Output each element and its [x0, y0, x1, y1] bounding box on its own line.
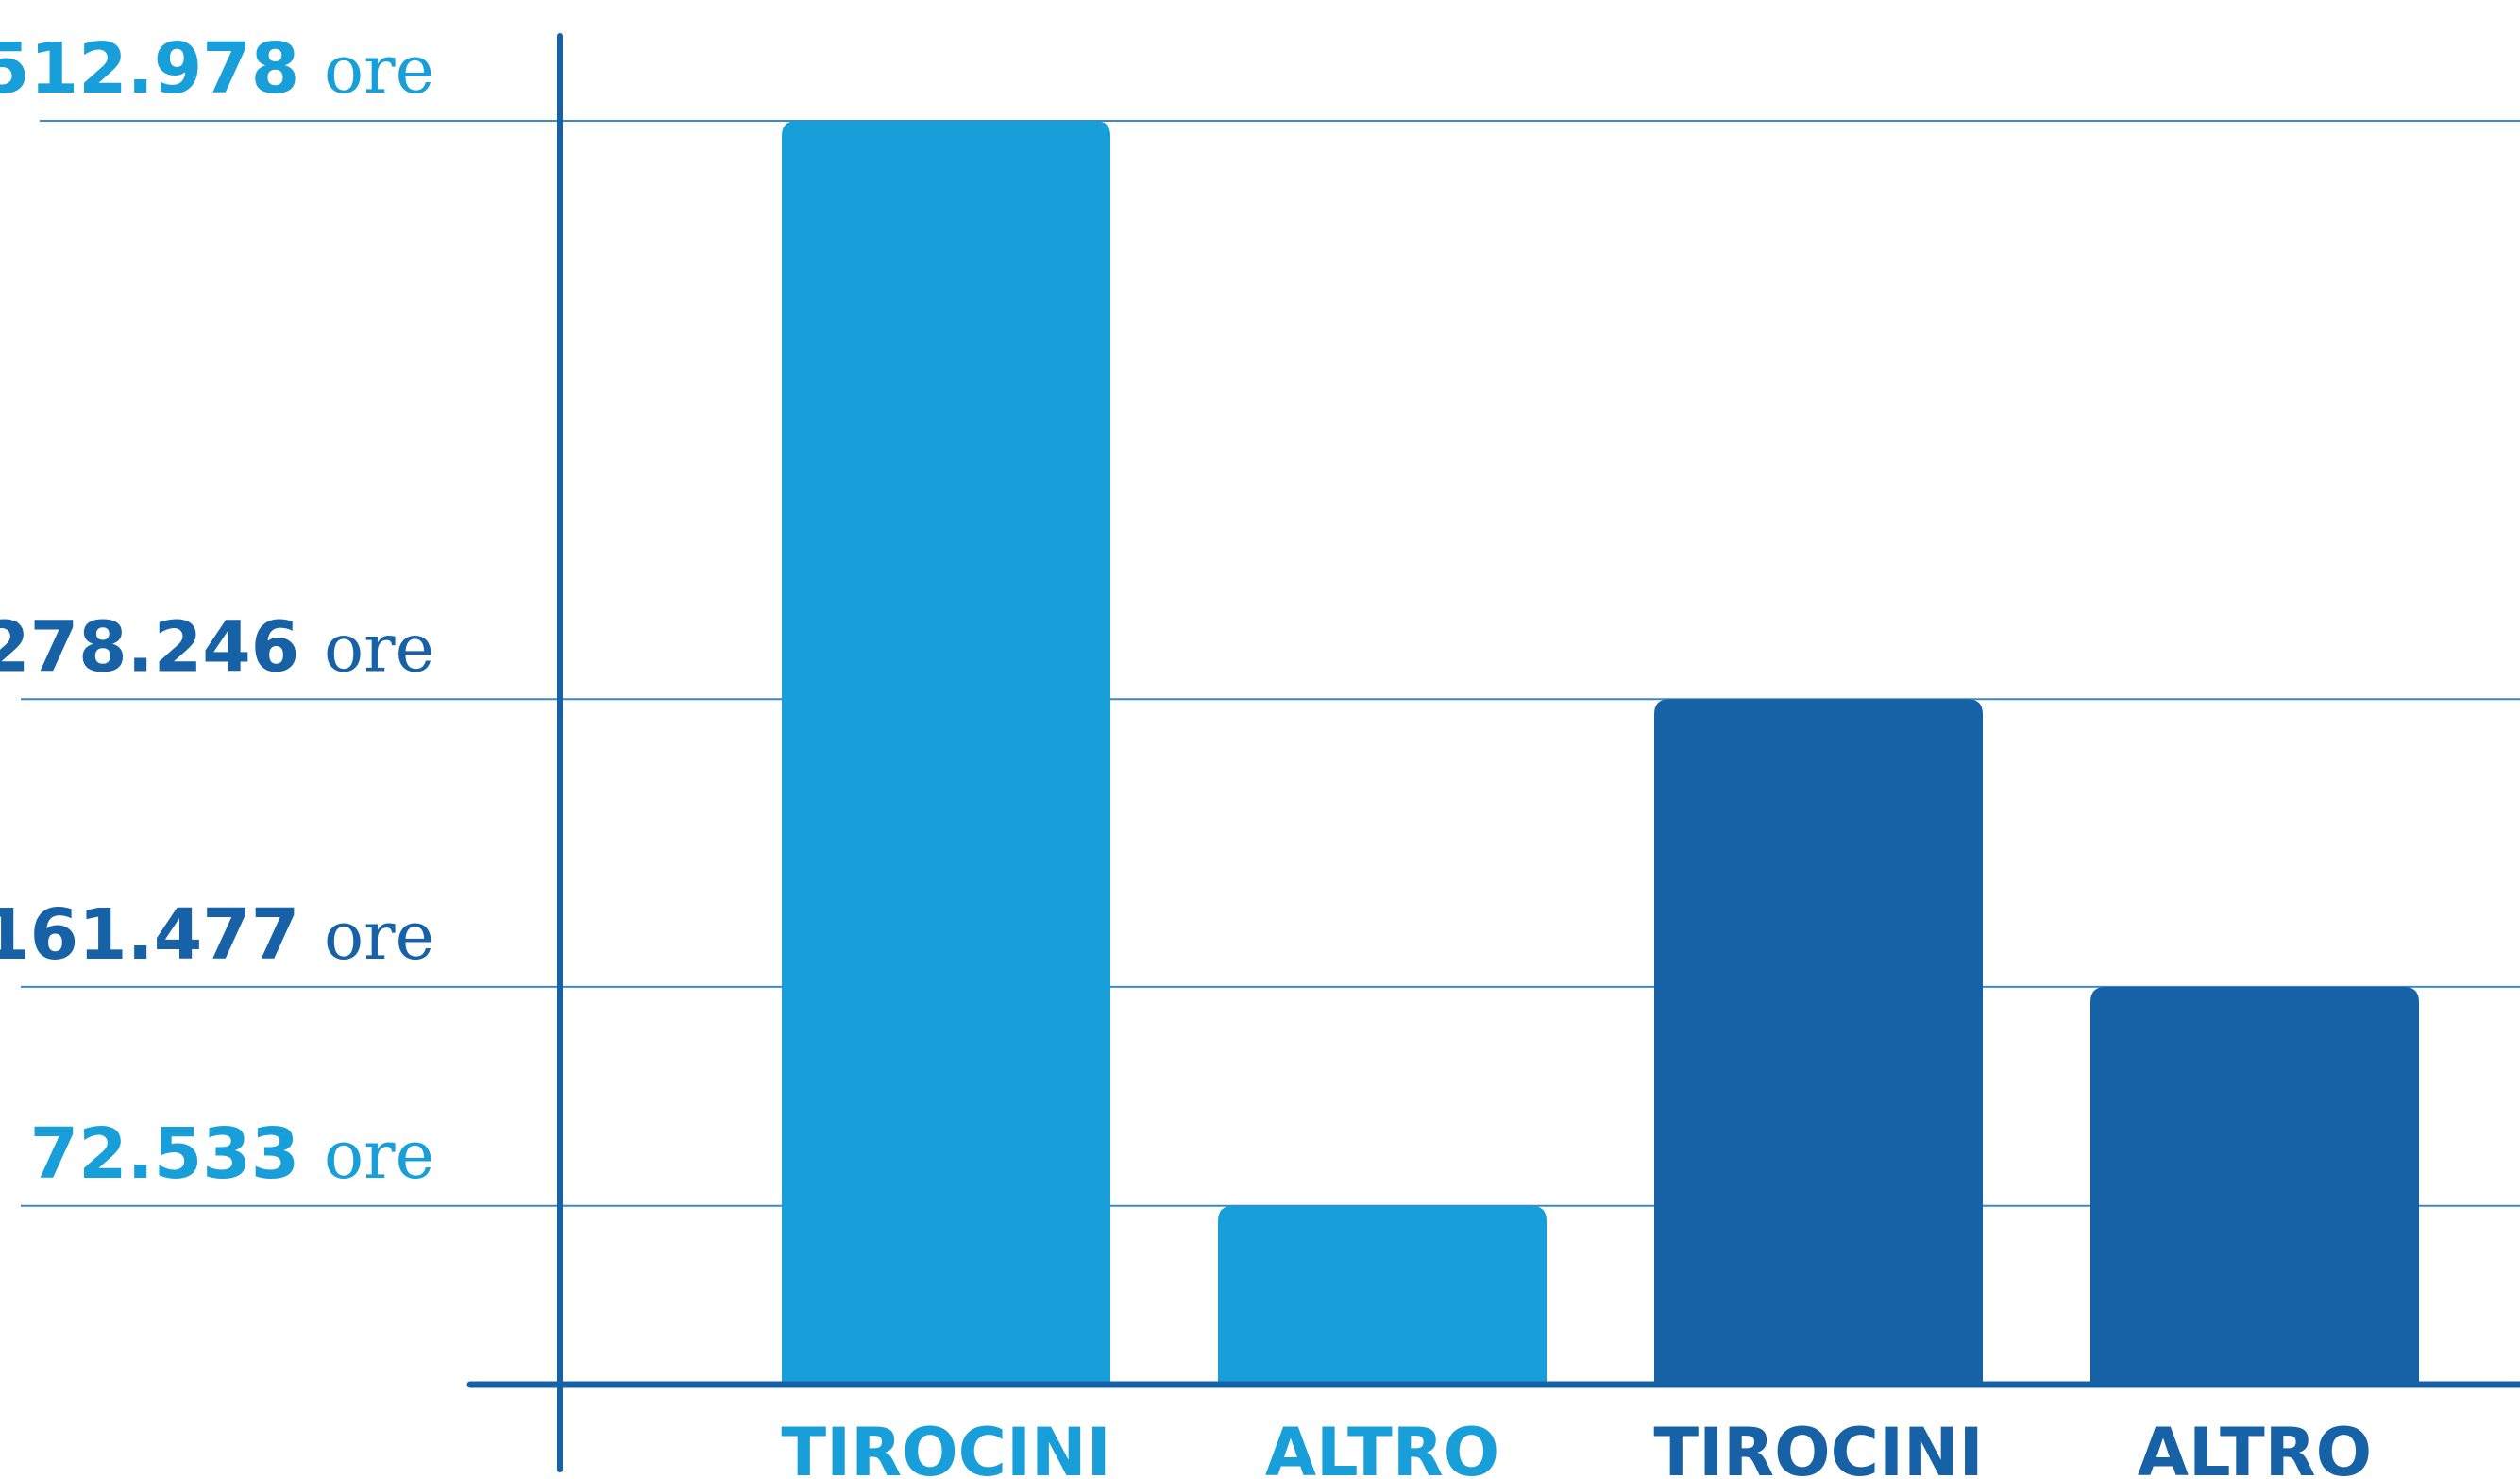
value-label: 278.246 ore	[0, 606, 434, 688]
value-label-unit: ore	[324, 1116, 434, 1194]
bar-4	[2090, 986, 2419, 1385]
category-labels: TIROCINI ALTRO TIROCINI ALTRO	[781, 1414, 2372, 1479]
value-label-unit: ore	[324, 609, 434, 687]
value-label-unit: ore	[324, 31, 434, 109]
value-label-number: 72.533	[30, 1114, 324, 1195]
value-label-unit: ore	[324, 897, 434, 975]
value-label: 72.533 ore	[30, 1114, 434, 1195]
category-label-4: ALTRO	[2138, 1414, 2372, 1479]
value-label-number: 278.246	[0, 606, 324, 688]
bar-1	[782, 121, 1110, 1385]
bar-2	[1218, 1205, 1547, 1385]
bar-3	[1654, 699, 1983, 1385]
bars	[782, 121, 2419, 1385]
category-label-1: TIROCINI	[781, 1414, 1110, 1479]
category-label-3: TIROCINI	[1653, 1414, 1983, 1479]
value-label-number: 512.978	[0, 28, 324, 110]
value-label: 512.978 ore	[0, 28, 434, 110]
value-label: 161.477 ore	[0, 894, 434, 976]
value-label-number: 161.477	[0, 894, 324, 976]
category-label-2: ALTRO	[1265, 1414, 1499, 1479]
axes	[466, 33, 2520, 1472]
